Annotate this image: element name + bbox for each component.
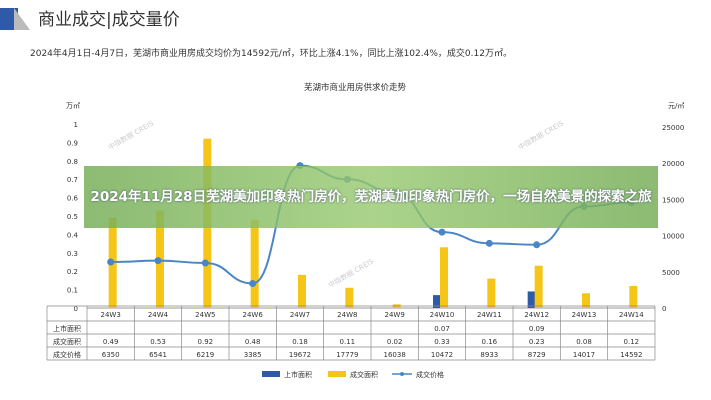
category-label: 24W9	[385, 311, 405, 319]
bar-deal-area	[345, 287, 354, 308]
data-label: 0.18	[292, 338, 308, 346]
price-point	[249, 279, 257, 287]
legend-marker	[400, 372, 404, 376]
watermark: 中指数据 CREIS	[327, 256, 376, 290]
legend-swatch-deal	[328, 371, 346, 377]
data-label: 0.92	[198, 338, 214, 346]
left-tick-label: 1	[74, 121, 78, 129]
left-tick-label: 0.8	[67, 158, 78, 166]
left-tick-label: 0.2	[67, 268, 78, 276]
data-label: 0.02	[387, 338, 403, 346]
category-label: 24W3	[101, 311, 121, 319]
data-label: 16038	[384, 351, 406, 359]
legend-label: 上市面积	[284, 370, 312, 379]
summary-text: 2024年4月1日-4月7日，芜湖市商业用房成交均价为14592元/㎡，环比上涨…	[30, 47, 512, 59]
category-label: 24W10	[430, 311, 455, 319]
data-label: 6541	[149, 351, 167, 359]
price-point	[438, 228, 446, 236]
left-tick-label: 0.4	[67, 231, 79, 239]
category-label: 24W4	[148, 311, 169, 319]
data-label: 0.33	[434, 338, 450, 346]
left-tick-label: 0.5	[67, 213, 78, 221]
price-point	[533, 241, 541, 249]
category-label: 24W7	[290, 311, 310, 319]
data-label: 8933	[480, 351, 498, 359]
data-label: 8729	[528, 351, 546, 359]
data-label: 0.07	[434, 325, 450, 333]
data-label: 0.11	[340, 338, 356, 346]
bar-listed-area	[527, 291, 536, 308]
price-point	[154, 257, 162, 265]
data-label: 0.48	[245, 338, 261, 346]
data-label: 0.49	[103, 338, 119, 346]
category-label: 24W13	[572, 311, 597, 319]
watermark: 中指数据 CREIS	[107, 118, 156, 152]
bar-deal-area	[250, 219, 259, 308]
data-label: 0.16	[482, 338, 498, 346]
category-label: 24W5	[195, 311, 215, 319]
data-label: 0.53	[150, 338, 166, 346]
data-label: 14592	[620, 351, 642, 359]
table-row-header: 上市面积	[53, 324, 81, 333]
category-label: 24W6	[243, 311, 264, 319]
right-axis-unit: 元/㎡	[668, 102, 684, 110]
price-point	[107, 258, 115, 266]
data-label: 0.12	[624, 338, 640, 346]
category-label: 24W12	[524, 311, 549, 319]
category-label: 24W14	[619, 311, 644, 319]
left-tick-label: 0.1	[67, 287, 78, 295]
bar-deal-area	[298, 274, 306, 308]
category-label: 24W8	[337, 311, 357, 319]
data-label: 6219	[196, 351, 214, 359]
legend-swatch-listed	[262, 371, 280, 377]
headline-text: 2024年11月28日芜湖美加印象热门房价，芜湖美加印象热门房价，一场自然美景的…	[90, 189, 652, 205]
bar-deal-area	[487, 278, 496, 308]
left-tick-label: 0	[74, 305, 78, 313]
data-label: 14017	[573, 351, 595, 359]
header-logo-icon	[0, 8, 18, 30]
left-tick-label: 0.7	[67, 176, 78, 184]
legend-label: 成交面积	[350, 370, 378, 379]
legend-label: 成交价格	[416, 370, 444, 379]
right-tick-label: 10000	[662, 233, 684, 241]
right-tick-label: 5000	[662, 269, 680, 277]
bar-deal-area	[440, 247, 448, 308]
table-row-header: 成交价格	[53, 350, 81, 359]
data-label: 0.09	[529, 325, 545, 333]
data-label: 10472	[431, 351, 453, 359]
right-tick-label: 25000	[662, 124, 684, 132]
data-label: 0.23	[529, 338, 545, 346]
data-label: 17779	[336, 351, 358, 359]
bar-deal-area	[629, 285, 638, 308]
right-tick-label: 20000	[662, 160, 684, 168]
price-point	[201, 259, 209, 267]
data-label: 19672	[289, 351, 311, 359]
table-row-header: 成交面积	[53, 337, 81, 346]
bar-listed-area	[433, 295, 441, 308]
bar-deal-area	[534, 265, 543, 308]
headline-banner: 2024年11月28日芜湖美加印象热门房价，芜湖美加印象热门房价，一场自然美景的…	[84, 166, 658, 228]
category-label: 24W11	[477, 311, 502, 319]
price-point	[485, 239, 493, 247]
chart-title: 芜湖市商业用房供求价走势	[304, 82, 407, 93]
right-tick-label: 15000	[662, 196, 684, 204]
bar-deal-area	[582, 293, 590, 308]
header-logo-accent-icon	[14, 8, 30, 30]
left-tick-label: 0.6	[67, 195, 79, 203]
right-tick-label: 0	[662, 305, 666, 313]
left-tick-label: 0.9	[67, 139, 78, 147]
data-label: 0.08	[576, 338, 592, 346]
left-axis-unit: 万㎡	[66, 102, 80, 110]
left-tick-label: 0.3	[67, 250, 78, 258]
data-label: 3385	[244, 351, 262, 359]
data-label: 6350	[102, 351, 120, 359]
header-title: 商业成交|成交量价	[38, 10, 180, 30]
watermark: 中指数据 CREIS	[517, 118, 566, 152]
